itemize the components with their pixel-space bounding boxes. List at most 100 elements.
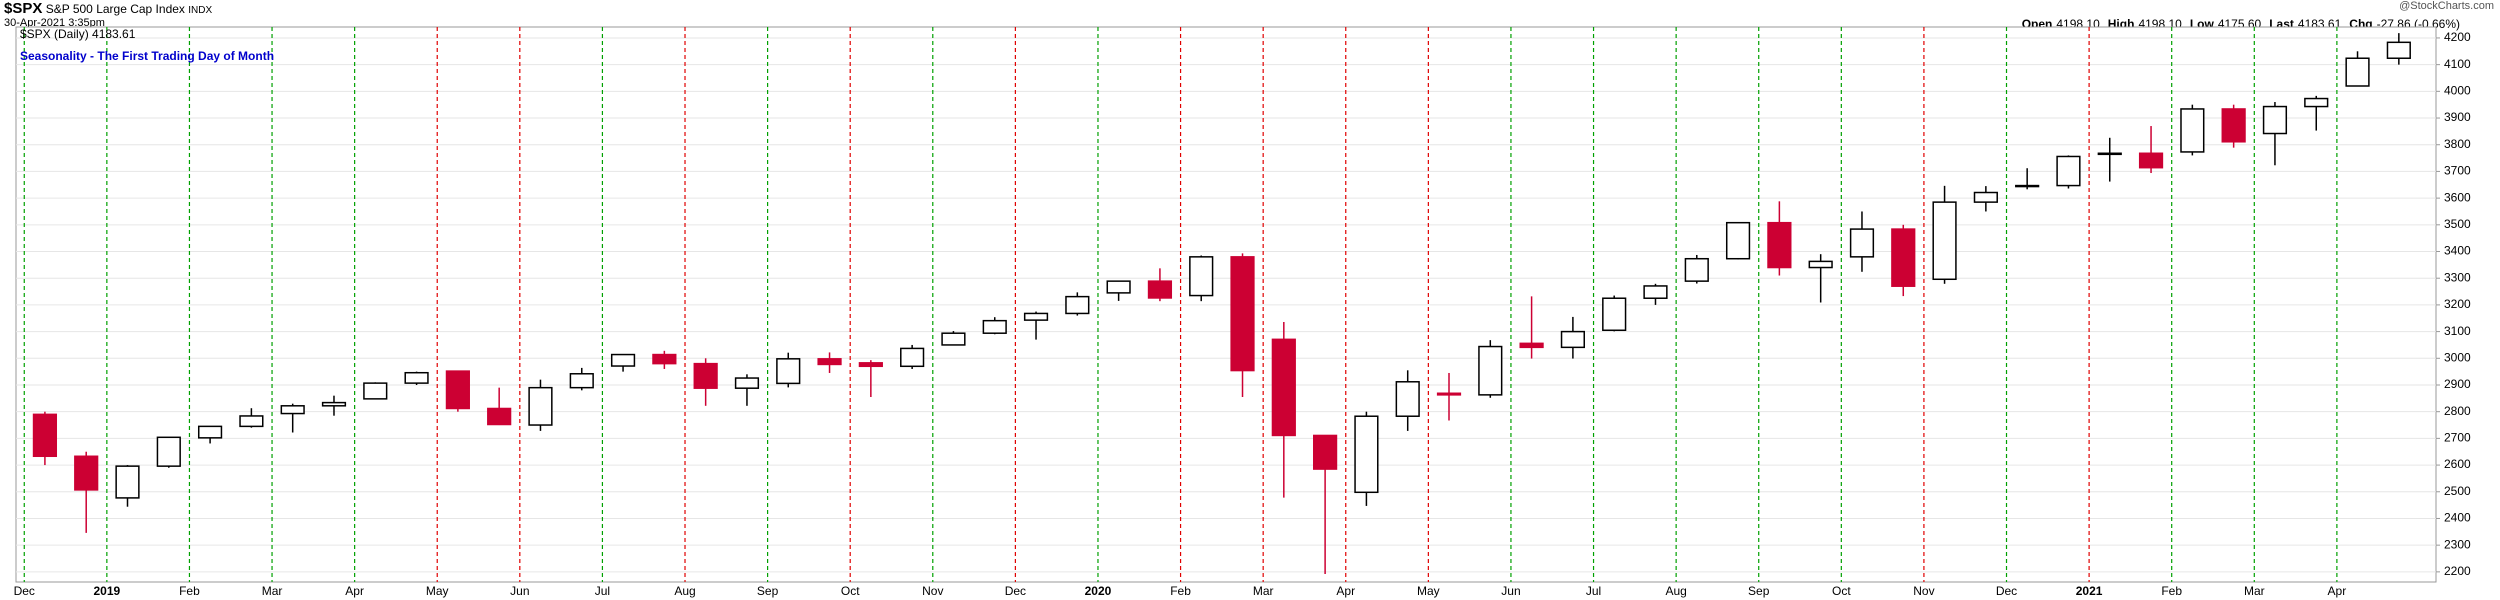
index-name: S&P 500 Large Cap Index xyxy=(45,2,185,16)
x-tick-label: Nov xyxy=(922,584,943,598)
x-tick-label: May xyxy=(1417,584,1440,598)
chart-title: Seasonality - The First Trading Day of M… xyxy=(20,49,274,63)
y-tick-label: 2900 xyxy=(2444,377,2471,391)
candle-body xyxy=(2386,41,2411,59)
x-tick-label: 2020 xyxy=(1085,584,1112,598)
candle-body xyxy=(776,358,801,385)
candle-body xyxy=(321,401,347,407)
x-tick-label: Feb xyxy=(1170,584,1191,598)
y-tick-label: 4200 xyxy=(2444,30,2471,44)
x-tick-label: Sep xyxy=(757,584,779,598)
symbol: $SPX xyxy=(4,0,43,17)
x-tick-label: May xyxy=(426,584,449,598)
date: 30-Apr-2021 3:35pm xyxy=(4,17,105,29)
candle-body xyxy=(1684,257,1709,282)
candle-body xyxy=(610,353,636,367)
candle-body xyxy=(1849,228,1875,258)
candle-body xyxy=(2262,105,2288,135)
x-tick-label: 2019 xyxy=(94,584,121,598)
y-tick-label: 3000 xyxy=(2444,350,2471,364)
candle-body xyxy=(2180,108,2205,153)
x-tick-label: Jun xyxy=(510,584,529,598)
exchange: INDX xyxy=(188,5,213,16)
candle-body xyxy=(1230,256,1255,372)
candle-body xyxy=(1725,221,1751,260)
candle-body xyxy=(239,415,264,428)
x-tick-label: Mar xyxy=(1253,584,1274,598)
candle-body xyxy=(900,347,925,368)
x-tick-label: Mar xyxy=(2244,584,2265,598)
candle-body xyxy=(528,386,553,426)
candle-body xyxy=(2304,97,2329,108)
x-tick-label: Oct xyxy=(841,584,860,598)
x-tick-label: Sep xyxy=(1748,584,1770,598)
candle-body xyxy=(817,358,842,366)
y-tick-label: 3700 xyxy=(2444,164,2471,178)
candle-body xyxy=(280,405,305,415)
candle-body xyxy=(74,455,99,491)
candle-body xyxy=(1519,342,1544,349)
symbol-line: $SPX S&P 500 Large Cap Index INDX xyxy=(4,0,212,17)
y-tick-label: 2600 xyxy=(2444,457,2471,471)
x-tick-label: Aug xyxy=(674,584,695,598)
x-tick-label: Apr xyxy=(345,584,364,598)
x-tick-label: Jul xyxy=(595,584,610,598)
y-tick-label: 3600 xyxy=(2444,190,2471,204)
y-tick-label: 3500 xyxy=(2444,217,2471,231)
candle-body xyxy=(32,413,58,458)
y-tick-label: 2500 xyxy=(2444,484,2471,498)
candle-body xyxy=(1271,338,1296,437)
candle-body xyxy=(1602,297,1627,332)
y-tick-label: 3200 xyxy=(2444,297,2471,311)
x-tick-label: Dec xyxy=(1996,584,2017,598)
candle-body xyxy=(1808,260,1833,269)
x-tick-label: Jul xyxy=(1586,584,1601,598)
candle-body xyxy=(734,377,760,389)
candle-body xyxy=(982,319,1007,334)
candle-body xyxy=(1354,415,1379,494)
candle-body xyxy=(363,382,388,400)
candle-body xyxy=(1643,285,1668,299)
candle-body xyxy=(1973,191,1998,203)
candle-body xyxy=(487,407,512,426)
y-tick-label: 3400 xyxy=(2444,244,2471,258)
y-tick-label: 3800 xyxy=(2444,137,2471,151)
x-tick-label: Feb xyxy=(2161,584,2182,598)
candle-body xyxy=(156,436,181,467)
y-tick-label: 2400 xyxy=(2444,511,2471,525)
candle-body xyxy=(1065,295,1090,315)
x-tick-label: Oct xyxy=(1832,584,1851,598)
y-tick-label: 2700 xyxy=(2444,431,2471,445)
credit: @StockCharts.com xyxy=(2399,0,2494,12)
y-tick-label: 4100 xyxy=(2444,57,2471,71)
candle-body xyxy=(2056,155,2081,187)
candle-body xyxy=(197,425,223,439)
candle-body xyxy=(1023,312,1049,321)
candle-body xyxy=(1395,381,1420,417)
candle-body xyxy=(693,362,718,389)
candle-body xyxy=(1147,280,1173,299)
candle-body xyxy=(1189,256,1214,297)
x-tick-label: Dec xyxy=(14,584,35,598)
candle-body xyxy=(1478,345,1503,396)
candle-body xyxy=(404,371,429,384)
candle-body xyxy=(941,332,966,346)
x-tick-label: Nov xyxy=(1913,584,1934,598)
candle-body xyxy=(1932,201,1957,281)
candle-body xyxy=(2345,57,2370,87)
x-tick-label: Aug xyxy=(1665,584,1686,598)
x-tick-label: Jun xyxy=(1501,584,1520,598)
x-tick-label: Feb xyxy=(179,584,200,598)
y-tick-label: 3100 xyxy=(2444,324,2471,338)
x-tick-label: Mar xyxy=(262,584,283,598)
candle-body xyxy=(115,465,140,499)
candle-body xyxy=(1106,280,1131,294)
candle-body xyxy=(1313,434,1338,470)
candle-body xyxy=(2015,184,2040,188)
candle-body xyxy=(445,370,470,410)
candle-body xyxy=(1560,330,1586,349)
x-tick-label: Apr xyxy=(1336,584,1355,598)
candle-body xyxy=(1436,392,1462,396)
candle-body xyxy=(1891,228,1916,287)
